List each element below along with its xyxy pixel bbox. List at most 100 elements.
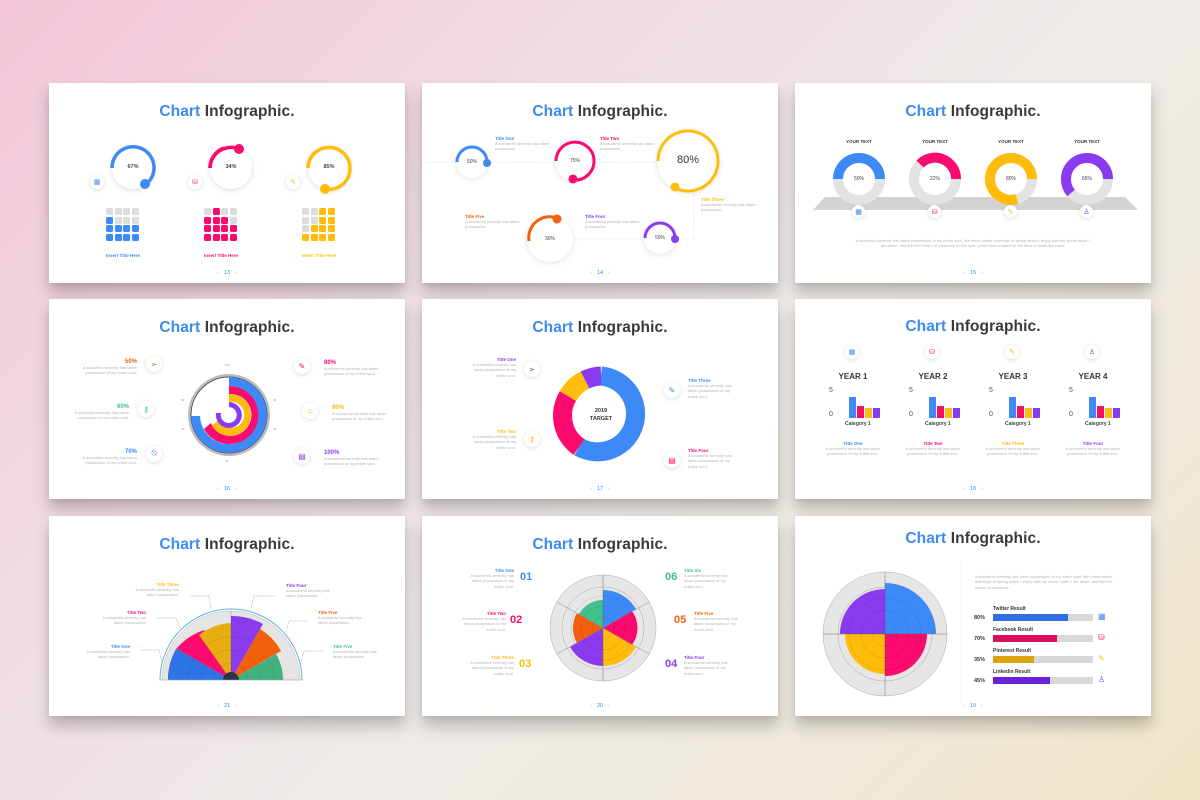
axis-tick: 0 bbox=[909, 411, 913, 418]
slide-17[interactable]: Chart Infographic. 2019 TARGET Title One A… bbox=[422, 299, 778, 499]
year-desc: Title Three A wonderful serenity has take… bbox=[985, 441, 1041, 457]
result-row: Twitter Result 80% ▦ bbox=[974, 606, 1106, 621]
donut-value: 65% bbox=[1081, 176, 1092, 182]
gauge-charts bbox=[110, 144, 352, 194]
item-06: Title Six A wonderful serenity has taken … bbox=[684, 568, 728, 589]
category-label: Category 1 bbox=[1085, 421, 1111, 427]
donut-value: 22% bbox=[929, 176, 940, 182]
tick-label: 70 bbox=[181, 427, 185, 431]
donut-label: YOUR TEXT bbox=[998, 139, 1024, 144]
year-column-2: ⛁ YEAR 2 5 0 Category 1 Title Two A wonde… bbox=[895, 345, 971, 475]
year-desc: Title Two A wonderful serenity has taken … bbox=[905, 441, 961, 457]
gauge-value: 80% bbox=[676, 154, 700, 166]
slide-21[interactable]: Chart Infographic. Title One A wonderful … bbox=[49, 516, 405, 716]
slide-title: Chart Infographic. bbox=[532, 536, 668, 553]
slide-19[interactable]: Chart Infographic. A wonderful serenity … bbox=[795, 516, 1151, 716]
year-desc: Title One A wonderful serenity has taken … bbox=[825, 441, 881, 457]
building-icon: ▦ bbox=[852, 205, 865, 218]
stat-right-3: 100% A wonderful serenity has taken posse… bbox=[324, 450, 379, 467]
item-title-five: Title Five A wonderful serenity has taken… bbox=[465, 214, 520, 230]
item-03: Title Three A wonderful serenity has take… bbox=[470, 655, 514, 676]
bar-group bbox=[849, 396, 880, 418]
year-label: YEAR 4 bbox=[1078, 372, 1108, 381]
pill-icon: ✎ bbox=[294, 358, 310, 374]
pencil-icon: ✎ bbox=[1004, 205, 1017, 218]
gauge-value: 30% bbox=[544, 236, 555, 242]
waffle-label: Insert Title Here bbox=[106, 253, 140, 258]
tick-label: 80 bbox=[181, 398, 185, 402]
key-icon: ⚷ bbox=[138, 401, 154, 417]
axis-tick: 0 bbox=[989, 411, 993, 418]
bar-group bbox=[929, 396, 960, 418]
donut-label: YOUR TEXT bbox=[922, 139, 948, 144]
item-number: 06 bbox=[665, 571, 678, 583]
slide-20[interactable]: Chart Infographic. Title One A wonderful … bbox=[422, 516, 778, 716]
item-title-one: Title One A wonderful serenity has taken … bbox=[86, 644, 130, 660]
gauge-value: 50% bbox=[654, 235, 665, 241]
item-title-two: Title Two A wonderful serenity has taken … bbox=[472, 429, 516, 450]
slide-title: Chart Infographic. bbox=[159, 536, 295, 553]
paragraph: A wonderful serenity has taken possessio… bbox=[975, 574, 1113, 590]
gauge-value: 50% bbox=[466, 159, 477, 165]
slide-13[interactable]: Chart Infographic. 67% 34% 85% ▦ ⛁ ✎ bbox=[49, 83, 405, 283]
calendar-icon: ▤ bbox=[664, 452, 680, 468]
gauge-value: 67% bbox=[127, 164, 139, 170]
gauge-value: 85% bbox=[323, 164, 335, 170]
polar-area-chart bbox=[549, 574, 657, 682]
slide-title: Chart Infographic. bbox=[532, 319, 668, 336]
year-label: YEAR 1 bbox=[838, 372, 868, 381]
slide-15[interactable]: Chart Infographic. YOUR TEXT YOUR TEXT Y… bbox=[795, 83, 1151, 283]
database-icon: ⛁ bbox=[928, 205, 941, 218]
year-column-3: ✎ YEAR 3 5 0 Category 1 Title Three A won… bbox=[975, 345, 1051, 475]
slide-18[interactable]: Chart Infographic. ▦ YEAR 1 5 0 Category… bbox=[795, 299, 1151, 499]
item-title-four: Title Four A wonderful serenity has taken… bbox=[688, 448, 732, 469]
slide-14[interactable]: Chart Infographic. 50% 75% 80% 50% 30% T… bbox=[422, 83, 778, 283]
category-label: Category 1 bbox=[845, 421, 871, 427]
result-bars: Twitter Result 80% ▦ Facebook Result 70%… bbox=[971, 606, 1141, 690]
donut-label: YOUR TEXT bbox=[1074, 139, 1100, 144]
waffle-chart-pink bbox=[204, 208, 237, 241]
item-title-four: Title Four A wonderful serenity has taken… bbox=[585, 214, 640, 230]
gauge-value: 75% bbox=[569, 158, 580, 164]
donut-center-label: 2019 TARGET bbox=[589, 408, 613, 422]
stat-left-2: 60% A wonderful serenity has taken posses… bbox=[74, 404, 129, 421]
item-title-three: Title Three A wonderful serenity has take… bbox=[135, 582, 179, 598]
axis-tick: 5 bbox=[989, 387, 993, 394]
item-title-one: Title One A wonderful serenity has taken … bbox=[472, 357, 516, 378]
axis-tick: 5 bbox=[829, 387, 833, 394]
item-05: Title Five A wonderful serenity has taken… bbox=[694, 611, 738, 632]
gauge-value: 34% bbox=[225, 164, 237, 170]
page-number: ‹ 21 › bbox=[217, 703, 237, 709]
axis-tick: 5 bbox=[909, 387, 913, 394]
paper-plane-icon: ➢ bbox=[524, 361, 540, 377]
year-desc: Title Four A wonderful serenity has taken… bbox=[1065, 441, 1121, 457]
item-number: 01 bbox=[520, 571, 533, 583]
radial-bar-chart bbox=[188, 374, 270, 456]
slide-title: Chart Infographic. bbox=[159, 319, 295, 336]
year-column-4: ♙ YEAR 4 5 0 Category 1 Title Four A wond… bbox=[1055, 345, 1131, 475]
user-icon: ♙ bbox=[1098, 675, 1106, 684]
year-label: YEAR 3 bbox=[998, 372, 1028, 381]
year-columns: ▦ YEAR 1 5 0 Category 1 Title One A wonde… bbox=[815, 345, 1131, 475]
waffle-chart-yellow bbox=[302, 208, 335, 241]
item-title-three: Title Three A wonderful serenity has take… bbox=[688, 378, 732, 399]
item-title-four: Title Four A wonderful serenity has taken… bbox=[286, 583, 330, 599]
key-icon: ⚷ bbox=[524, 431, 540, 447]
waffle-label: Insert Title Here bbox=[302, 253, 336, 258]
donut-value: 50% bbox=[853, 176, 864, 182]
category-label: Category 1 bbox=[925, 421, 951, 427]
slide-title: Chart Infographic. bbox=[905, 103, 1041, 120]
slide-title: Chart Infographic. bbox=[905, 530, 1041, 547]
page-number: ‹ 18 › bbox=[963, 486, 983, 492]
item-number: 05 bbox=[674, 614, 687, 626]
calendar-icon: ▤ bbox=[294, 448, 310, 464]
database-icon: ⛁ bbox=[1098, 633, 1105, 642]
waffle-chart-blue bbox=[106, 208, 139, 241]
item-title-five-green: Title Five A wonderful serenity has taken… bbox=[333, 644, 377, 660]
paragraph: A wonderful serenity has taken possessio… bbox=[855, 238, 1091, 249]
page-number: ‹ 20 › bbox=[590, 703, 610, 709]
tick-label: 30 bbox=[273, 427, 277, 431]
building-icon: ▦ bbox=[90, 175, 104, 189]
pencil-icon: ✎ bbox=[286, 175, 300, 189]
slide-16[interactable]: Chart Infographic. 100 50 20 30 80 70 50… bbox=[49, 299, 405, 499]
